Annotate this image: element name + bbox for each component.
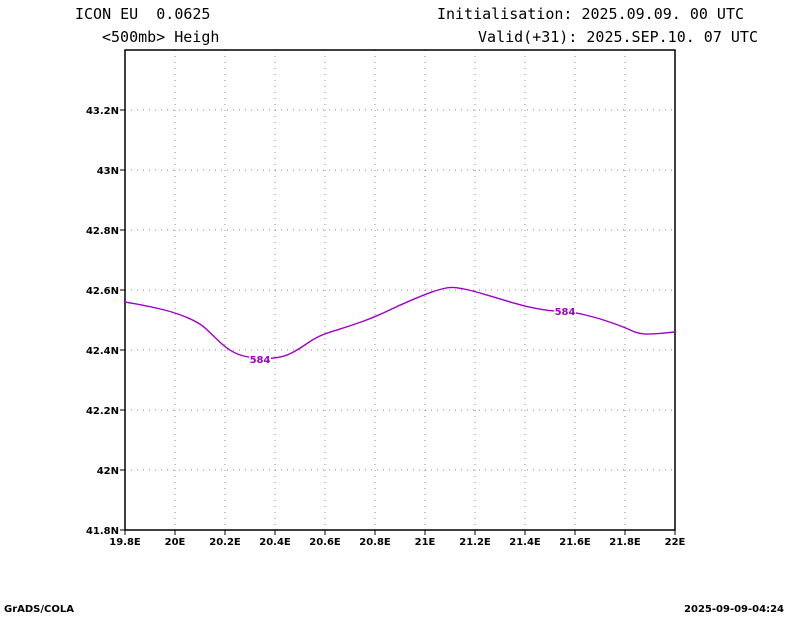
x-tick-label: 20.8E (359, 537, 391, 548)
y-tick-label: 42.8N (86, 226, 119, 237)
x-tick-label: 19.8E (109, 537, 141, 548)
plot-frame (124, 49, 676, 531)
x-tick-label: 20.2E (209, 537, 241, 548)
y-tick-label: 42N (97, 466, 119, 477)
y-tick-label: 42.6N (86, 286, 119, 297)
x-tick-label: 21.6E (559, 537, 591, 548)
contour-line-584 (124, 286, 676, 360)
x-tick-label: 21.4E (509, 537, 541, 548)
contour-label: 584 (555, 307, 576, 318)
x-tick-label: 21.8E (609, 537, 641, 548)
y-tick-label: 42.2N (86, 406, 119, 417)
x-tick-label: 21.2E (459, 537, 491, 548)
y-tick-label: 41.8N (86, 526, 119, 537)
model-title: ICON EU 0.0625 (75, 5, 211, 23)
y-tick-label: 43N (97, 166, 119, 177)
footer-credit: GrADS/COLA (4, 604, 74, 615)
field-title: <500mb> Heigh (102, 28, 220, 46)
y-tick-label: 42.4N (86, 346, 119, 357)
contour-label-bg (554, 304, 576, 316)
x-tick-label: 20.4E (259, 537, 291, 548)
x-tick-label: 20E (165, 537, 186, 548)
footer-timestamp: 2025-09-09-04:24 (684, 604, 784, 615)
y-tick-label: 43.2N (86, 106, 119, 117)
contour-label: 584 (250, 355, 271, 366)
x-tick-label: 21E (415, 537, 436, 548)
valid-time: Valid(+31): 2025.SEP.10. 07 UTC (478, 28, 758, 46)
x-tick-label: 22E (665, 537, 686, 548)
x-tick-label: 20.6E (309, 537, 341, 548)
init-time: Initialisation: 2025.09.09. 00 UTC (436, 5, 744, 23)
contour-label-bg (249, 352, 271, 364)
